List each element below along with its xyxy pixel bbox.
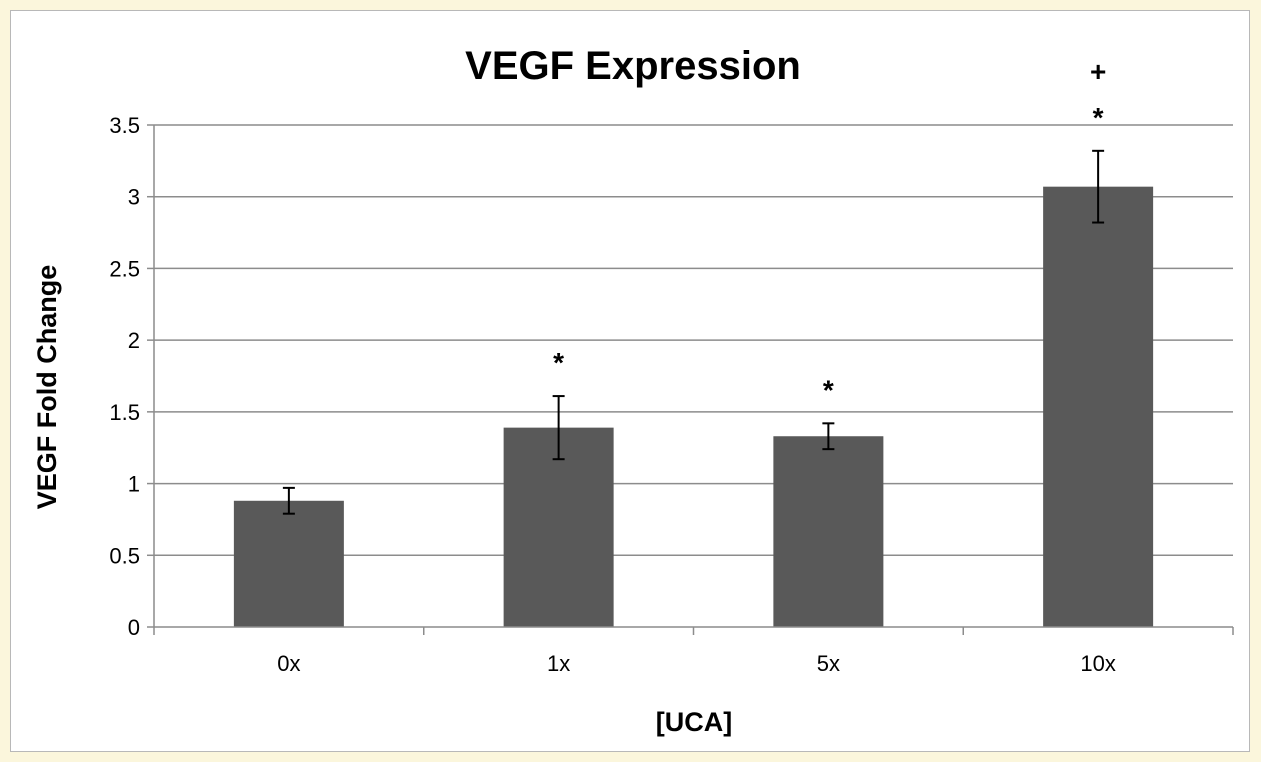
significance-plus: + bbox=[1090, 56, 1106, 87]
bar-1x bbox=[503, 427, 614, 627]
x-tick-label: 1x bbox=[547, 651, 570, 676]
y-tick-label: 2.5 bbox=[109, 256, 140, 281]
significance-asterisk: * bbox=[553, 347, 564, 378]
x-tick-label: 0x bbox=[277, 651, 300, 676]
bar-10x bbox=[1043, 186, 1154, 627]
y-tick-label: 0.5 bbox=[109, 543, 140, 568]
bars bbox=[233, 186, 1154, 627]
y-axis-title: VEGF Fold Change bbox=[32, 265, 62, 510]
y-tick-label: 0 bbox=[128, 615, 140, 640]
significance-annotations: * * * + bbox=[553, 56, 1106, 406]
error-bars bbox=[282, 149, 1105, 515]
bar-0x bbox=[233, 500, 344, 627]
bar-5x bbox=[773, 436, 884, 627]
chart-title: VEGF Expression bbox=[465, 44, 801, 88]
x-tick-label: 10x bbox=[1080, 651, 1115, 676]
significance-asterisk: * bbox=[823, 374, 834, 405]
x-tick-label: 5x bbox=[817, 651, 840, 676]
y-tick-label: 1 bbox=[128, 472, 140, 497]
tick-labels: 0 0.5 1 1.5 2 2.5 3 3.5 0x 1x 5x 10x bbox=[109, 113, 1115, 676]
chart-frame: 0 0.5 1 1.5 2 2.5 3 3.5 0x 1x 5x 10x * * * + VEGF Expr… bbox=[10, 10, 1250, 752]
y-tick-label: 1.5 bbox=[109, 400, 140, 425]
vegf-bar-chart: 0 0.5 1 1.5 2 2.5 3 3.5 0x 1x 5x 10x * * * + VEGF Expr… bbox=[32, 44, 1234, 737]
significance-asterisk: * bbox=[1093, 102, 1104, 133]
y-tick-label: 3.5 bbox=[109, 113, 140, 138]
x-axis-title: [UCA] bbox=[656, 707, 732, 737]
y-tick-label: 3 bbox=[128, 185, 140, 210]
y-tick-label: 2 bbox=[128, 328, 140, 353]
gridlines bbox=[154, 124, 1233, 557]
axes bbox=[147, 124, 1234, 635]
